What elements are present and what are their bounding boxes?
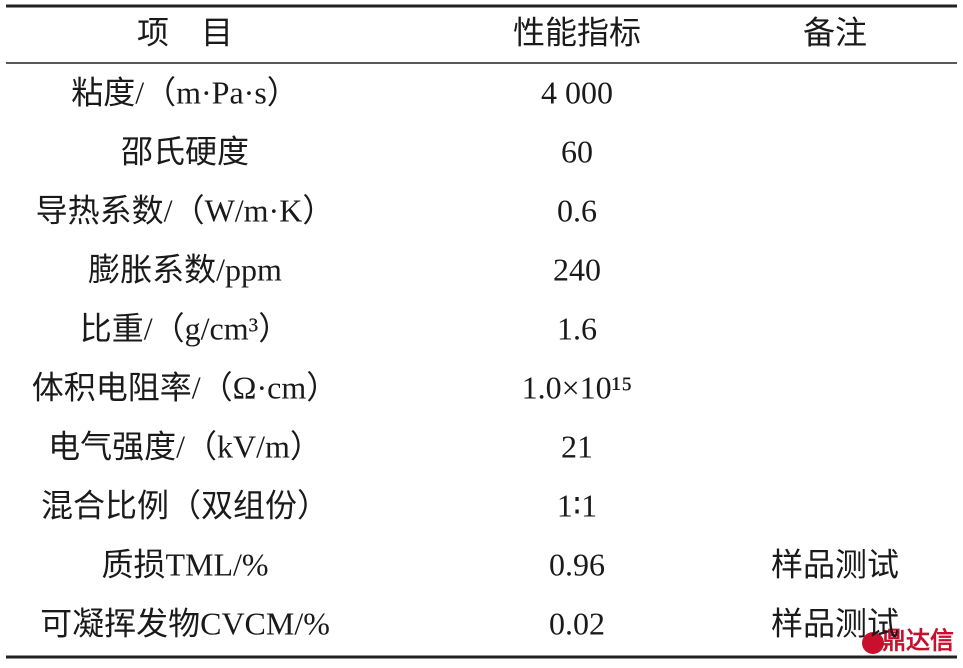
value-cell: 240 [553, 251, 601, 287]
header-cell: 项 目 [137, 14, 233, 50]
value-cell: 21 [561, 428, 593, 464]
item-cell: 混合比例（双组份） [41, 487, 329, 523]
watermark-logo [862, 632, 884, 654]
value-cell: 4 000 [541, 74, 613, 110]
item-cell: 导热系数/（W/m·K） [36, 192, 335, 228]
note-cell: 样品测试 [771, 605, 899, 641]
watermark: 鼎达信 [862, 627, 954, 655]
value-cell: 60 [561, 133, 593, 169]
item-cell: 可凝挥发物CVCM/% [40, 605, 330, 641]
value-cell: 1.0×10¹⁵ [522, 369, 633, 405]
item-cell: 比重/（g/cm³） [80, 310, 290, 346]
header-cell: 性能指标 [513, 14, 641, 50]
value-cell: 0.02 [549, 605, 605, 641]
header-cell: 备注 [803, 14, 867, 50]
watermark-text: 鼎达信 [882, 627, 954, 655]
note-cell: 样品测试 [771, 546, 899, 582]
value-cell: 1∶1 [557, 487, 597, 523]
value-cell: 1.6 [557, 310, 597, 346]
value-cell: 0.6 [557, 192, 597, 228]
item-cell: 粘度/（m·Pa·s） [71, 74, 299, 110]
item-cell: 体积电阻率/（Ω·cm） [32, 369, 338, 405]
item-cell: 电气强度/（kV/m） [48, 428, 322, 464]
item-cell: 邵氏硬度 [121, 133, 249, 169]
item-cell: 质损TML/% [101, 546, 268, 582]
value-cell: 0.96 [549, 546, 605, 582]
item-cell: 膨胀系数/ppm [88, 251, 282, 287]
